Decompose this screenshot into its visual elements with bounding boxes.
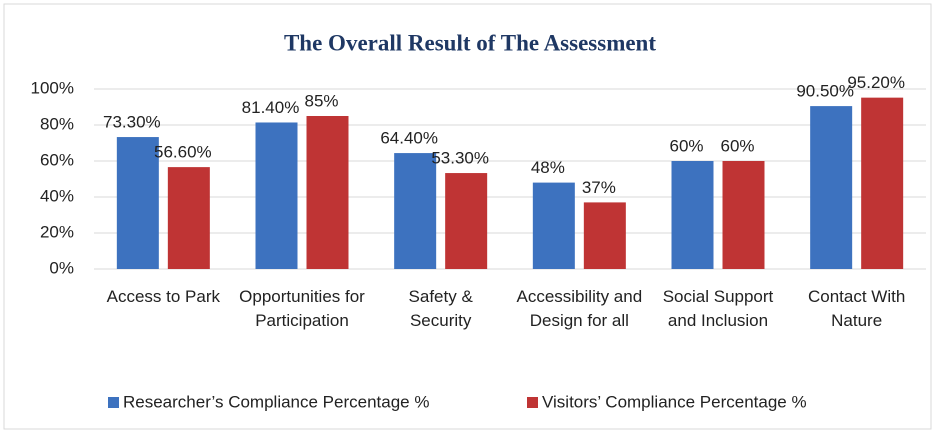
value-label: 60% [720,136,754,155]
value-label: 95.20% [847,73,905,92]
value-label: 90.50% [796,82,854,101]
x-tick-label: Accessibility and Design for all [516,287,642,330]
y-tick-label: 60% [40,150,74,169]
value-label: 85% [304,91,338,110]
x-tick-label: Safety & Security [409,287,474,330]
bar [445,173,488,269]
bar [861,97,904,269]
x-tick-line: Nature [831,311,882,330]
x-tick-line: Safety & [409,287,474,306]
x-tick-line: Participation [255,311,349,330]
value-label: 56.60% [154,143,212,162]
bar [255,122,298,269]
chart-title: The Overall Result of The Assessment [284,30,656,55]
bar [394,153,437,269]
value-label: 73.30% [103,113,161,132]
x-tick-line: and Inclusion [668,311,768,330]
x-tick-label: Social Support and Inclusion [663,287,774,330]
value-label: 64.40% [380,129,438,148]
bar [583,202,626,269]
value-label: 53.30% [431,149,489,168]
y-tick-label: 80% [40,114,74,133]
bar [116,137,159,269]
x-tick-label: Contact With Nature [808,287,905,330]
bar [810,106,853,269]
y-tick-label: 40% [40,186,74,205]
x-tick-line: Security [410,311,472,330]
value-label: 48% [531,158,565,177]
legend-label: Visitors’ Compliance Percentage % [542,392,807,411]
x-tick-label: Access to Park [107,287,221,306]
legend-label: Researcher’s Compliance Percentage % [123,392,429,411]
x-tick-line: Accessibility and [516,287,642,306]
x-tick-label: Opportunities for Participation [239,287,365,330]
bar [306,116,349,269]
legend-swatch [108,397,119,408]
x-tick-line: Access to Park [107,287,221,306]
bar [722,161,765,269]
value-label: 81.40% [242,98,300,117]
bar [167,167,210,269]
bar [532,182,575,269]
x-tick-line: Contact With [808,287,905,306]
x-tick-line: Social Support [663,287,774,306]
y-tick-label: 100% [31,78,74,97]
y-tick-label: 20% [40,222,74,241]
legend-swatch [527,397,538,408]
value-label: 60% [669,136,703,155]
value-label: 37% [582,178,616,197]
x-tick-line: Design for all [530,311,629,330]
bar [671,161,714,269]
x-tick-line: Opportunities for [239,287,365,306]
y-tick-label: 0% [49,258,74,277]
